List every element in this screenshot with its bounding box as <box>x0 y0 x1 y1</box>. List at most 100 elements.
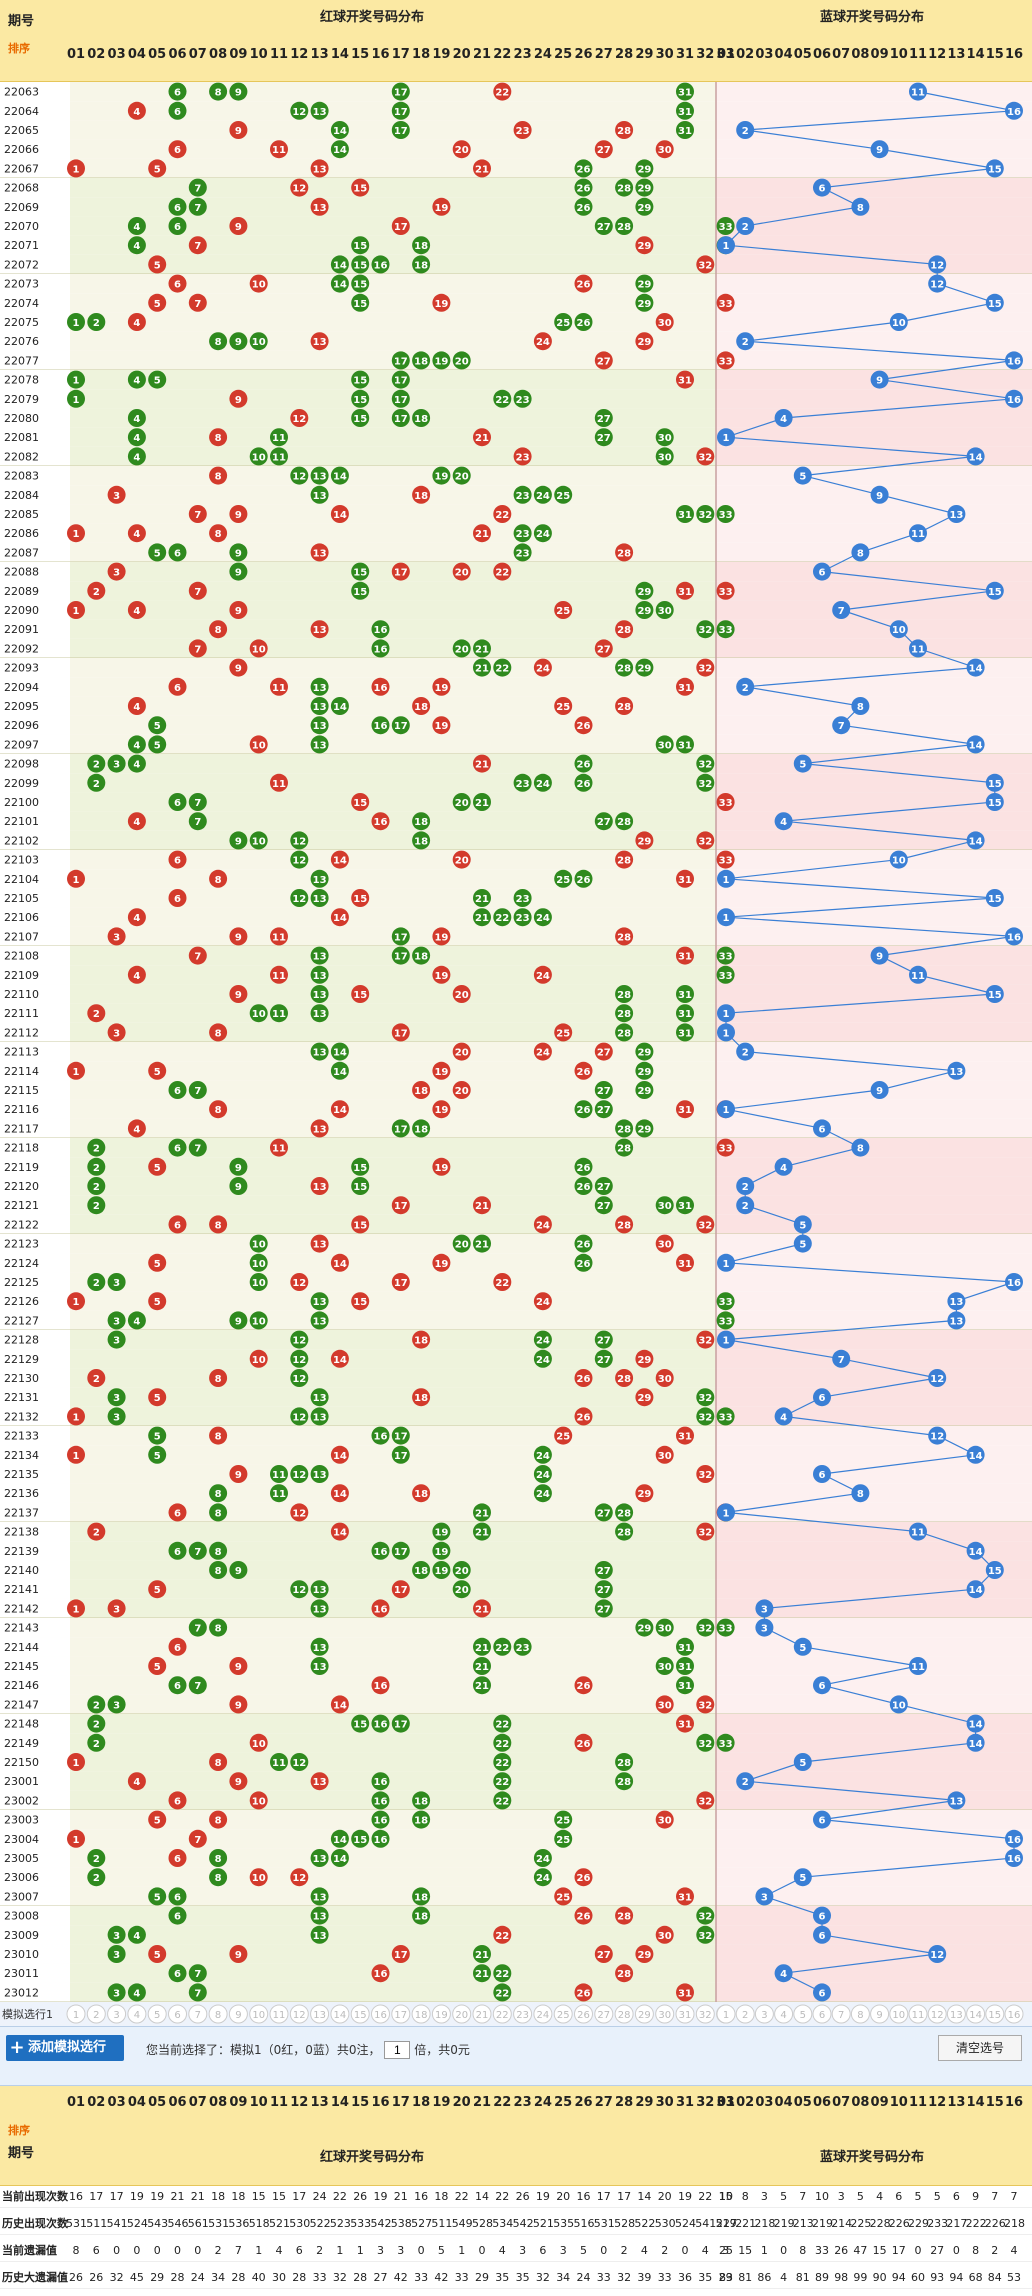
blue-ball-number: 13 <box>949 1316 963 1327</box>
red-ball-number: 25 <box>556 875 570 886</box>
stats-cell: 21 <box>190 2190 205 2203</box>
blue-ball-number: 6 <box>819 1124 826 1135</box>
stats-cell: 28 <box>231 2271 246 2284</box>
red-ball-number: 25 <box>556 1816 570 1827</box>
blue-ball-number: 5 <box>799 472 806 483</box>
stats-cell: 8 <box>741 2190 749 2203</box>
period-cell: 22084 <box>4 489 39 502</box>
red-ball <box>452 1042 471 1061</box>
stats-cell: 15 <box>738 2244 753 2257</box>
red-col-13: 13 <box>310 2095 329 2110</box>
blue-ball <box>774 409 793 427</box>
period-cell: 22119 <box>4 1161 39 1174</box>
red-ball-number: 2 <box>93 1163 100 1174</box>
red-ball-number: 18 <box>414 260 428 271</box>
red-ball-number: 11 <box>272 145 286 156</box>
red-ball-number: 8 <box>215 1854 222 1865</box>
stats-cell: 1 <box>336 2244 344 2257</box>
stats-cell: 19 <box>150 2190 165 2203</box>
stats-cell: 233 <box>927 2217 949 2230</box>
blue-ball-number: 10 <box>892 625 906 636</box>
period-cell: 22125 <box>4 1276 39 1289</box>
period-cell: 23005 <box>4 1852 39 1865</box>
sim-red-ball <box>350 2004 370 2024</box>
red-ball <box>676 1657 694 1675</box>
red-ball-number: 12 <box>292 1355 306 1366</box>
red-ball <box>87 1138 106 1157</box>
red-ball-number: 14 <box>333 1854 347 1865</box>
red-ball <box>310 543 329 562</box>
stats-cell: 15 <box>872 2244 887 2257</box>
red-ball-number: 17 <box>394 952 408 963</box>
red-ball-number: 10 <box>252 1316 266 1327</box>
red-ball-number: 4 <box>133 971 140 982</box>
red-ball <box>432 1157 451 1176</box>
red-ball-number: 13 <box>313 990 327 1001</box>
red-ball <box>391 1119 410 1138</box>
stats-cell: 5 <box>437 2244 445 2257</box>
red-ball-number: 9 <box>235 836 242 847</box>
red-ball <box>310 1580 329 1599</box>
blue-ball-number: 5 <box>799 1240 806 1251</box>
red-ball-number: 27 <box>597 145 611 156</box>
add-simulation-button[interactable]: + 添加模拟选行 <box>6 2035 124 2061</box>
red-ball-number: 13 <box>313 472 327 483</box>
blue-ball-number: 13 <box>949 510 963 521</box>
red-ball-number: 7 <box>194 587 201 598</box>
red-ball-number: 12 <box>292 1412 306 1423</box>
sort-toggle[interactable]: 排序 <box>8 42 30 55</box>
sim-red-ball <box>513 2004 533 2024</box>
red-ball <box>371 1541 390 1560</box>
sim-blue-number: 9 <box>876 2010 882 2021</box>
blue-ball-number: 2 <box>742 337 749 348</box>
stats-cell: 511 <box>431 2217 453 2230</box>
red-ball-number: 4 <box>133 1931 140 1942</box>
red-ball <box>127 1772 146 1791</box>
red-ball <box>412 812 431 831</box>
red-ball <box>452 1234 471 1253</box>
red-ball <box>655 1234 674 1253</box>
period-cell: 22118 <box>4 1142 39 1155</box>
red-ball-number: 19 <box>434 1259 448 1270</box>
red-ball <box>513 908 532 927</box>
red-ball-number: 18 <box>414 836 428 847</box>
red-ball <box>554 1829 573 1848</box>
red-ball <box>635 831 654 850</box>
stats-cell: 4 <box>780 2271 788 2284</box>
blue-ball <box>985 159 1004 178</box>
red-ball-number: 28 <box>617 932 631 943</box>
stats-cell: 1 <box>760 2244 768 2257</box>
red-ball-number: 6 <box>174 88 181 99</box>
red-ball-number: 5 <box>154 376 161 387</box>
red-ball-number: 8 <box>215 1816 222 1827</box>
blue-ball <box>813 1906 831 1925</box>
multiplier-input[interactable] <box>384 2041 411 2059</box>
red-ball <box>310 1887 329 1906</box>
red-ball <box>452 1081 471 1099</box>
blue-col-10: 10 <box>889 2095 908 2110</box>
red-ball-number: 17 <box>394 88 408 99</box>
red-ball <box>330 908 349 927</box>
red-ball <box>412 946 431 965</box>
red-ball <box>330 466 349 485</box>
bottom-sort-toggle[interactable]: 排序 <box>8 2124 30 2137</box>
sim-blue-number: 1 <box>723 2010 729 2021</box>
blue-col-03: 03 <box>755 2095 774 2110</box>
red-ball-number: 33 <box>719 952 733 963</box>
red-ball <box>67 159 85 178</box>
red-ball <box>351 178 370 197</box>
red-ball-number: 24 <box>536 1355 550 1366</box>
red-ball-number: 24 <box>536 971 550 982</box>
red-ball <box>209 1618 228 1637</box>
red-ball <box>533 485 552 504</box>
blue-ball-number: 6 <box>819 1816 826 1827</box>
red-ball <box>676 1983 694 2002</box>
clear-selection-button[interactable]: 清空选号 <box>938 2035 1022 2061</box>
red-ball <box>229 1177 248 1195</box>
red-ball <box>127 965 146 984</box>
red-ball-number: 7 <box>194 1969 201 1980</box>
red-ball-number: 9 <box>235 1777 242 1788</box>
red-ball <box>290 831 309 850</box>
period-cell: 23012 <box>4 1986 39 1999</box>
blue-ball-number: 15 <box>988 894 1002 905</box>
